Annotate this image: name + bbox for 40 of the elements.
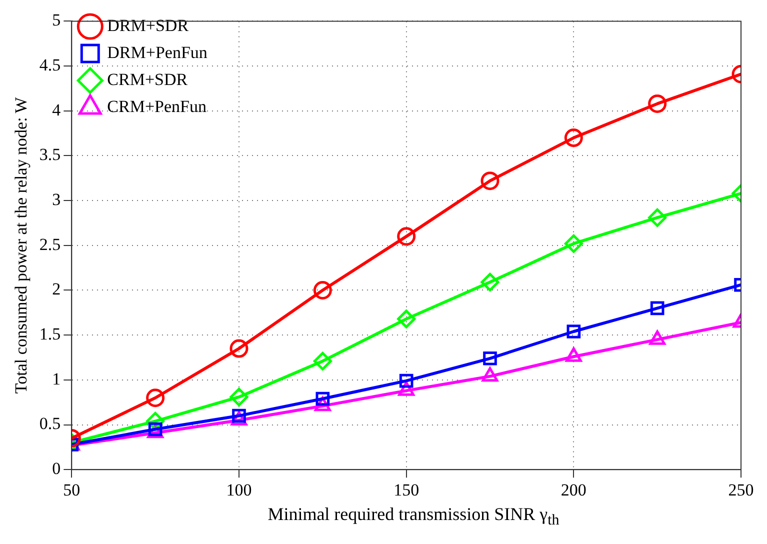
x-tick-label: 50 — [63, 480, 80, 500]
y-tick-label: 1 — [52, 369, 61, 388]
legend-label: CRM+SDR — [107, 70, 188, 89]
y-tick-label: 0 — [52, 459, 61, 478]
point — [313, 280, 332, 300]
y-tick-label: 5 — [52, 10, 61, 30]
point — [648, 94, 667, 113]
point — [397, 227, 416, 246]
y-tick-label: 4.5 — [39, 56, 61, 75]
y-axis-title: Total consumed power at the relay node: W — [12, 96, 31, 394]
point — [480, 272, 500, 292]
point — [650, 301, 664, 316]
point — [313, 352, 332, 370]
point — [483, 351, 497, 366]
point — [480, 172, 500, 190]
x-tick-label: 100 — [226, 480, 252, 500]
legend-label: DRM+PenFun — [107, 42, 208, 62]
legend-label: DRM+SDR — [107, 16, 190, 35]
point — [399, 374, 414, 388]
point — [566, 324, 581, 338]
y-tick-label: 2.5 — [39, 234, 61, 254]
point — [564, 234, 583, 253]
x-tick-label: 200 — [560, 480, 586, 500]
legend-label: CRM+PenFun — [107, 96, 207, 116]
point — [648, 208, 667, 227]
x-tick-label: 150 — [394, 480, 420, 500]
x-axis-title: Minimal required transmission SINR γ$_{th}$ — [266, 504, 560, 530]
y-tick-label: 3 — [52, 190, 61, 210]
y-tick-label: 0.5 — [39, 414, 61, 434]
point — [146, 388, 165, 408]
point — [397, 310, 416, 328]
x-tick-label: 250 — [728, 480, 754, 500]
point — [230, 339, 248, 358]
y-tick-label: 3.5 — [39, 145, 61, 164]
y-tick-label: 1.5 — [39, 324, 61, 344]
y-tick-label: 4 — [52, 100, 62, 120]
point — [232, 408, 246, 423]
point — [564, 128, 583, 148]
y-tick-label: 2 — [52, 280, 61, 299]
point — [230, 388, 248, 406]
